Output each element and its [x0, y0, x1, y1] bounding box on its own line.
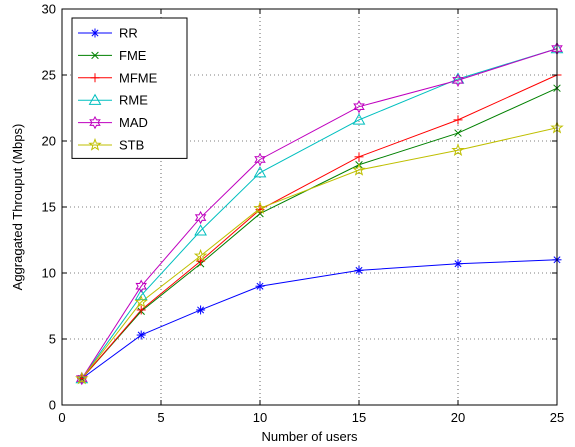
data-point-stb: [253, 201, 267, 215]
y-axis-title: Aggragated Throuput (Mbps): [10, 124, 25, 291]
axis-tick-labels: 0 5 10 15 20 25 0 5 10 15 20 25 30: [42, 2, 565, 426]
data-point-stb: [193, 248, 208, 262]
data-point-fme: [454, 129, 462, 137]
data-point-rme: [194, 224, 207, 236]
legend-item-rme: RME: [78, 93, 148, 108]
legend-item-mad: MAD: [78, 115, 148, 130]
y-tick-label: 20: [42, 134, 56, 149]
data-point-stb: [451, 143, 465, 156]
data-point-mad: [452, 73, 464, 87]
data-point-mad: [353, 100, 365, 114]
data-point-rme: [75, 372, 89, 384]
legend-marker-rr: [90, 28, 100, 38]
legend-label-rme: RME: [119, 93, 148, 108]
legend-marker-rme: [88, 93, 102, 105]
y-tick-label: 15: [42, 200, 56, 215]
data-point-mad: [254, 152, 266, 167]
series-line-mad: [81, 48, 558, 379]
data-point-mad: [135, 279, 147, 293]
legend-marker-mad: [89, 115, 101, 130]
data-point-mfme: [255, 205, 265, 215]
series-markers: [75, 41, 564, 386]
data-point-mfme: [136, 305, 146, 315]
data-point-stb: [134, 294, 148, 308]
legend-label-mfme: MFME: [119, 70, 158, 85]
data-point-rr: [196, 305, 206, 315]
legend-marker-mfme: [90, 73, 100, 83]
legend-item-mfme: MFME: [78, 70, 158, 85]
data-point-mfme: [453, 115, 463, 125]
x-tick-label: 15: [352, 410, 366, 425]
x-tick-label: 20: [451, 410, 465, 425]
x-tick-label: 5: [157, 410, 164, 425]
legend-marker-stb: [88, 137, 102, 151]
x-tick-label: 10: [253, 410, 267, 425]
data-point-rme: [253, 166, 267, 178]
data-point-mad: [76, 371, 88, 386]
y-tick-label: 10: [42, 266, 56, 281]
y-tick-label: 5: [49, 332, 56, 347]
data-point-rr: [255, 281, 265, 291]
data-point-stb: [75, 371, 89, 385]
x-tick-label: 0: [58, 410, 65, 425]
y-tick-label: 30: [42, 2, 56, 17]
legend: RR FME MFME RME MAD STB: [71, 17, 188, 159]
series-line-stb: [81, 127, 558, 379]
y-tick-label: 25: [42, 68, 56, 83]
legend-item-fme: FME: [78, 48, 147, 63]
data-point-rr: [453, 259, 463, 269]
data-point-rme: [451, 72, 465, 84]
legend-box: [71, 17, 188, 159]
legend-label-mad: MAD: [119, 115, 148, 130]
data-point-rme: [352, 113, 366, 125]
data-point-stb: [352, 162, 366, 176]
x-tick-label: 25: [550, 410, 564, 425]
data-point-rme: [134, 288, 148, 301]
axis-ticks: [61, 8, 558, 406]
y-tick-label: 0: [49, 398, 56, 413]
data-point-mfme: [354, 152, 364, 162]
data-point-rr: [354, 265, 364, 275]
legend-label-fme: FME: [119, 48, 147, 63]
legend-label-stb: STB: [119, 138, 144, 153]
data-point-mad: [194, 210, 207, 225]
series-line-rr: [81, 259, 558, 380]
x-axis-title: Number of users: [261, 429, 358, 444]
legend-label-rr: RR: [119, 26, 138, 41]
data-point-rr: [136, 330, 146, 340]
legend-marker-fme: [91, 51, 99, 60]
legend-item-rr: RR: [78, 26, 138, 41]
legend-item-stb: STB: [78, 138, 144, 153]
